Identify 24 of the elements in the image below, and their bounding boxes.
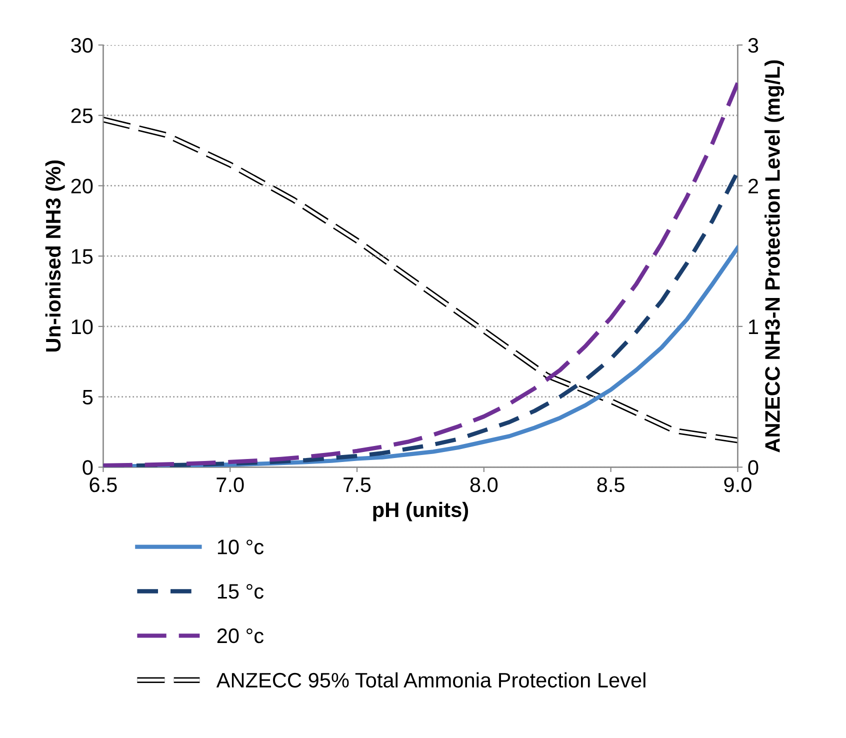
x-tick-label: 6.5 bbox=[90, 477, 117, 492]
y-axis-title: Un-ionised NH3 (%) bbox=[45, 160, 65, 352]
legend-label: ANZECC 95% Total Ammonia Protection Level bbox=[216, 672, 646, 688]
y-tick-label: 15 bbox=[72, 249, 93, 264]
y2-axis-title: ANZECC NH3-N Protection Level (mg/L) bbox=[764, 60, 784, 452]
y2-tick-label: 3 bbox=[748, 38, 758, 53]
y-tick-label: 25 bbox=[71, 108, 93, 124]
y-tick-label: 20 bbox=[71, 178, 93, 194]
y-tick-label: 0 bbox=[82, 460, 93, 475]
y2-tick-label: 0 bbox=[748, 460, 758, 475]
y-tick-label: 5 bbox=[82, 390, 93, 405]
x-tick-label: 8.0 bbox=[470, 477, 498, 492]
x-tick-label: 7.5 bbox=[344, 478, 371, 492]
y2-tick-label: 2 bbox=[748, 178, 758, 194]
x-tick-label: 7.0 bbox=[216, 477, 244, 492]
legend-label: 10 °c bbox=[218, 540, 264, 554]
y-tick-label: 10 bbox=[72, 319, 93, 334]
x-tick-label: 8.5 bbox=[597, 477, 624, 492]
y-tick-label: 30 bbox=[71, 38, 93, 53]
x-axis-title: pH (units) bbox=[373, 502, 468, 522]
x-tick-label: 9.0 bbox=[724, 477, 752, 492]
legend-label: 15 °c bbox=[218, 584, 264, 599]
legend-label: 20 °c bbox=[217, 628, 264, 644]
y2-tick-label: 1 bbox=[749, 320, 758, 334]
